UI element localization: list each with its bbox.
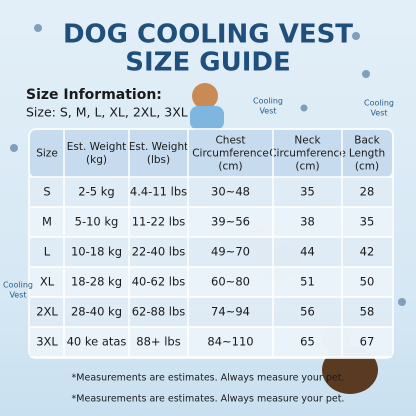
table-cell: 50 (360, 275, 375, 289)
table-cell: 65 (300, 335, 315, 349)
column-header: Back (354, 135, 380, 147)
table-cell: 28-40 kg (71, 305, 122, 319)
table-cell: L (44, 245, 51, 259)
table-cell: 35 (360, 215, 375, 229)
table-cell: 58 (360, 305, 375, 319)
table-cell: 39~56 (211, 215, 250, 229)
table-cell: 56 (300, 305, 315, 319)
table-cell: XL (40, 275, 55, 289)
size-info-heading: Size Information: (26, 87, 162, 103)
column-header: Neck (294, 135, 321, 147)
footnote: *Measurements are estimates. Always meas… (72, 394, 345, 405)
poodle-illustration (190, 83, 224, 130)
table-cell: 42 (360, 245, 375, 259)
column-header: (cm) (355, 161, 379, 173)
table-cell: 49~70 (211, 245, 250, 259)
table-row (30, 237, 392, 267)
callout-label: Vest (259, 107, 276, 116)
table-cell: 88+ lbs (136, 335, 180, 349)
table-cell: 51 (300, 275, 315, 289)
table-cell: 40 ke atas (67, 335, 127, 349)
column-header: (lbs) (147, 154, 170, 166)
table-row (30, 177, 392, 207)
footnote: *Measurements are estimates. Always meas… (72, 373, 345, 384)
table-cell: 62-88 lbs (132, 305, 186, 319)
size-list: Size: S, M, L, XL, 2XL, 3XL (26, 105, 188, 120)
table-cell: M (42, 215, 52, 229)
table-cell: 4.4-11 lbs (130, 185, 187, 199)
table-row (30, 267, 392, 297)
table-cell: 11-22 lbs (132, 215, 186, 229)
column-header: Est. Weight (129, 141, 188, 153)
table-cell: 38 (300, 215, 315, 229)
table-row (30, 207, 392, 237)
table-cell: 2-5 kg (78, 185, 114, 199)
table-cell: 30~48 (211, 185, 250, 199)
table-cell: 35 (300, 185, 315, 199)
table-cell: 5-10 kg (75, 215, 119, 229)
callout-label: Cooling (364, 99, 394, 108)
table-row (30, 297, 392, 327)
table-row (30, 327, 392, 357)
column-header: Size (36, 148, 58, 160)
table-cell: 3XL (36, 335, 58, 349)
column-header: Circumference (269, 148, 346, 160)
table-cell: 60~80 (211, 275, 250, 289)
column-header: (cm) (218, 161, 242, 173)
callout-label: Vest (9, 291, 26, 300)
table-cell: 18-28 kg (71, 275, 122, 289)
table-cell: 67 (360, 335, 375, 349)
table-cell: 74~94 (211, 305, 250, 319)
header-row (30, 130, 392, 177)
table-cell: 84~110 (207, 335, 253, 349)
column-header: Est. Weight (67, 141, 126, 153)
table-cell: 44 (300, 245, 315, 259)
column-header: Chest (215, 135, 245, 147)
column-header: (kg) (86, 154, 107, 166)
table-cell: 2XL (36, 305, 58, 319)
column-header: (cm) (295, 161, 319, 173)
column-header: Circumference (192, 148, 269, 160)
title: SIZE GUIDE (125, 48, 291, 78)
callout-label: Cooling (3, 281, 33, 290)
table-cell: S (43, 185, 50, 199)
table-cell: 28 (360, 185, 375, 199)
column-header: Length (349, 148, 385, 160)
table-cell: 22-40 lbs (132, 245, 186, 259)
paw-prints (10, 24, 406, 306)
callout-label: Cooling (253, 97, 283, 106)
title: DOG COOLING VEST (63, 20, 353, 50)
callout-label: Vest (370, 109, 387, 118)
table-cell: 40-62 lbs (132, 275, 186, 289)
table-cell: 10-18 kg (71, 245, 122, 259)
